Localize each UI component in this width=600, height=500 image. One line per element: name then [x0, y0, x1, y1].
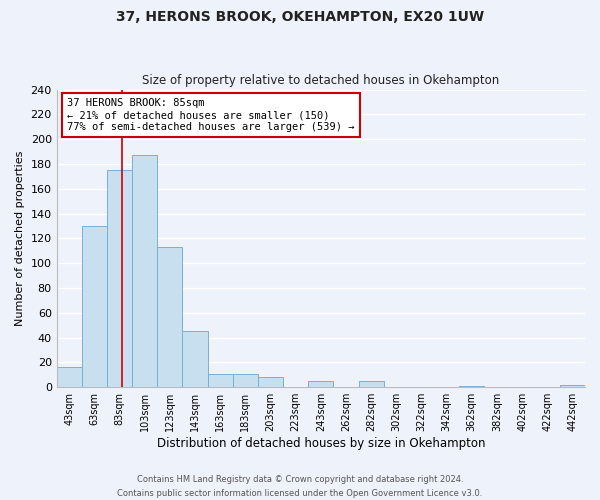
Bar — [107, 170, 132, 387]
Bar — [182, 332, 208, 387]
Bar — [82, 226, 107, 387]
X-axis label: Distribution of detached houses by size in Okehampton: Distribution of detached houses by size … — [157, 437, 485, 450]
Bar — [459, 386, 484, 387]
Bar — [157, 247, 182, 387]
Y-axis label: Number of detached properties: Number of detached properties — [15, 150, 25, 326]
Bar — [308, 381, 334, 387]
Title: Size of property relative to detached houses in Okehampton: Size of property relative to detached ho… — [142, 74, 499, 87]
Bar — [208, 374, 233, 387]
Bar — [560, 384, 585, 387]
Bar — [132, 156, 157, 387]
Text: 37, HERONS BROOK, OKEHAMPTON, EX20 1UW: 37, HERONS BROOK, OKEHAMPTON, EX20 1UW — [116, 10, 484, 24]
Text: 37 HERONS BROOK: 85sqm
← 21% of detached houses are smaller (150)
77% of semi-de: 37 HERONS BROOK: 85sqm ← 21% of detached… — [67, 98, 355, 132]
Bar — [233, 374, 258, 387]
Bar — [56, 368, 82, 387]
Bar — [258, 378, 283, 387]
Bar — [359, 381, 384, 387]
Text: Contains HM Land Registry data © Crown copyright and database right 2024.
Contai: Contains HM Land Registry data © Crown c… — [118, 476, 482, 498]
